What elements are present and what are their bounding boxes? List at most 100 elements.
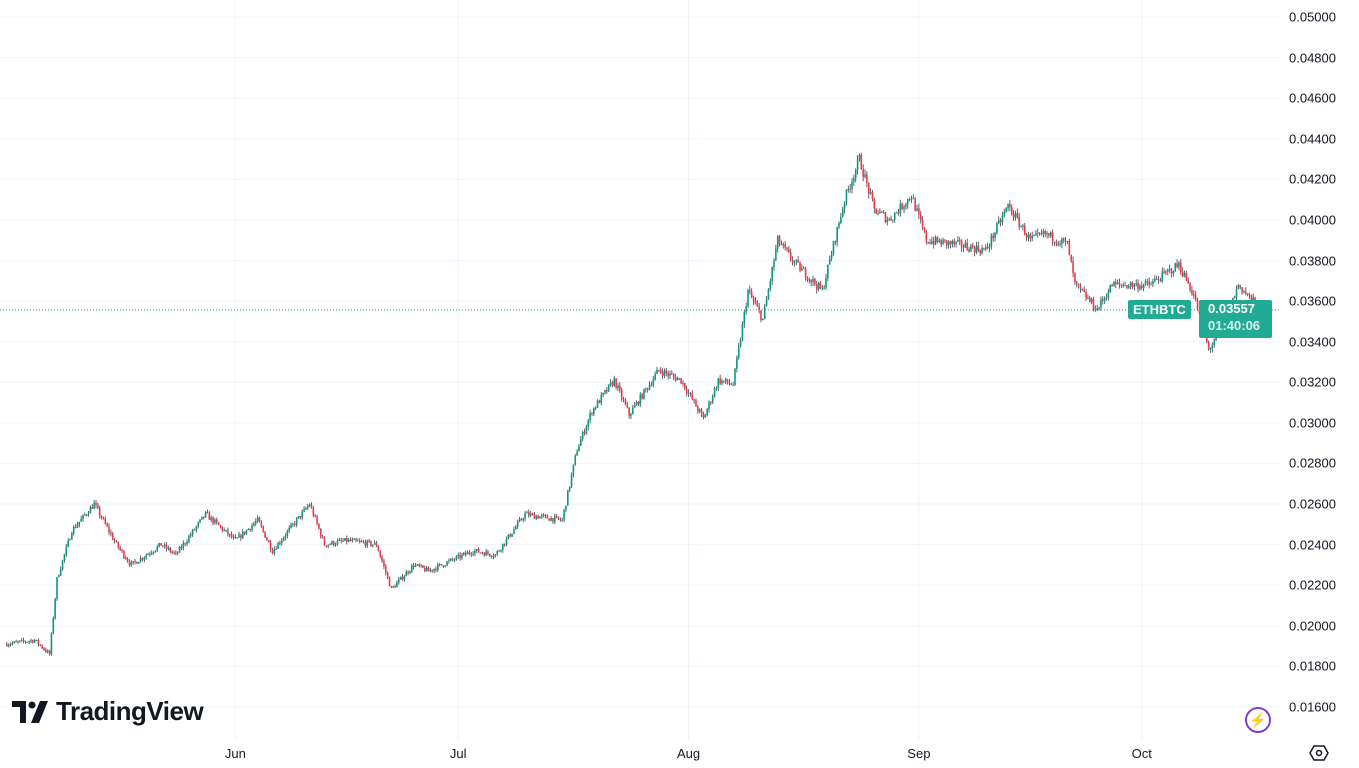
candle-body (1051, 232, 1054, 242)
candle-body (585, 426, 588, 434)
candle-body (825, 277, 827, 288)
lightning-bolt-icon[interactable]: ⚡ (1245, 707, 1271, 733)
candle-body (1074, 272, 1076, 283)
candle-body (262, 526, 264, 532)
candle-body (724, 379, 727, 382)
candle-body (637, 401, 640, 405)
candle-body (624, 400, 627, 405)
candle-body (436, 564, 439, 571)
candle-body (1161, 271, 1164, 282)
candle-body (388, 577, 391, 587)
candle-body (737, 346, 740, 358)
candle-body (110, 532, 112, 534)
candle-body (646, 388, 649, 390)
candle-body (399, 576, 402, 580)
candle-body (760, 310, 762, 320)
candle-body (916, 208, 918, 211)
candle-body (821, 288, 824, 290)
candle-body (377, 545, 380, 552)
candle-body (93, 502, 95, 509)
candle-body (1126, 285, 1128, 288)
candle-body (834, 241, 837, 243)
candle-body (609, 382, 612, 385)
candle-body (1090, 299, 1093, 302)
candle-body (63, 554, 66, 561)
candle-body (78, 521, 81, 525)
candle-body (266, 537, 268, 541)
candle-body (931, 241, 933, 244)
candle-body (767, 289, 770, 299)
candle-body (355, 538, 357, 541)
candle-body (6, 644, 8, 647)
candle-body (1233, 296, 1236, 298)
candle-body (455, 556, 458, 560)
candle-body (875, 208, 877, 214)
candle-body (854, 170, 857, 179)
candle-body (689, 392, 692, 394)
gear-icon[interactable] (1309, 743, 1329, 763)
candle-body (1105, 297, 1108, 299)
candle-body (173, 552, 175, 554)
candle-body (873, 198, 876, 209)
candle-body (739, 339, 742, 347)
candle-body (30, 640, 32, 642)
candle-body (381, 556, 383, 562)
candle-body (622, 398, 625, 401)
candle-body (929, 242, 931, 244)
candle-body (836, 227, 838, 243)
candle-body (338, 539, 341, 541)
candle-body (635, 401, 638, 406)
candle-body (630, 414, 632, 416)
candle-body (67, 540, 69, 547)
candle-body (1124, 285, 1126, 287)
candle-body (1172, 271, 1175, 274)
candle-body (1254, 297, 1256, 303)
candle-body (353, 538, 356, 540)
candle-body (771, 267, 773, 281)
candle-body (979, 250, 981, 254)
y-tick-label: 0.05000 (1289, 9, 1336, 25)
candle-body (550, 517, 552, 521)
candle-body (674, 376, 677, 381)
candle-body (215, 519, 218, 523)
candle-body (652, 379, 655, 385)
candle-body (986, 247, 989, 249)
candle-body (726, 379, 729, 383)
candle-body (788, 249, 790, 253)
candle-body (607, 384, 610, 392)
candle-body (620, 390, 623, 399)
candle-body (1206, 334, 1208, 342)
candle-body (1246, 293, 1249, 295)
candle-body (280, 540, 283, 544)
candle-body (171, 551, 173, 553)
candle-body (1109, 284, 1112, 293)
candle-body (403, 576, 406, 580)
candle-body (232, 536, 235, 538)
candle-body (1085, 291, 1087, 299)
candle-body (498, 550, 500, 552)
candle-body (71, 533, 73, 540)
candle-body (1179, 262, 1182, 272)
candle-body (82, 514, 84, 519)
candle-body (37, 639, 40, 645)
candle-body (344, 538, 346, 541)
candle-body (1096, 308, 1099, 311)
candle-body (565, 505, 567, 511)
candle-body (754, 300, 757, 304)
candle-body (778, 235, 781, 244)
candle-body (1191, 290, 1193, 295)
candle-body (332, 541, 335, 546)
candle-body (59, 569, 62, 576)
y-tick-label: 0.01600 (1289, 699, 1336, 715)
candle-body (282, 537, 285, 541)
tradingview-logo[interactable]: TradingView (12, 696, 204, 727)
candle-body (184, 543, 186, 545)
candle-body (893, 212, 896, 220)
candle-body (295, 518, 298, 525)
candle-body (321, 536, 324, 538)
candle-body (942, 239, 944, 245)
candle-body (137, 562, 140, 564)
candle-body (862, 169, 864, 177)
candle-body (297, 516, 300, 519)
